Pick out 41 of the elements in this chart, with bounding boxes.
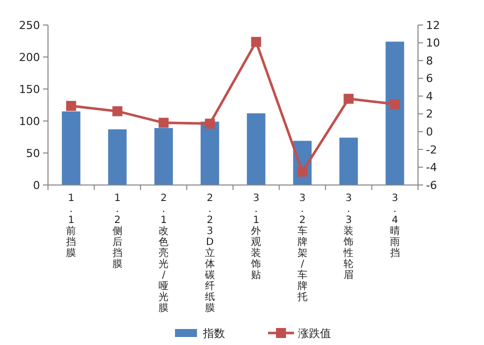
bar [246, 113, 266, 185]
category-label: 2.23D立体碳纤纸膜 [204, 193, 215, 314]
y2-tick-label: 2 [426, 108, 433, 121]
point [251, 36, 262, 47]
category-label: 3.2车牌架/车牌托 [297, 193, 308, 303]
point [66, 100, 76, 111]
point [344, 94, 354, 104]
y-tick-label: 0 [33, 178, 40, 192]
x-tick-label: 1.2侧后挡膜 [112, 193, 122, 270]
x-tick-label: 1.1前挡膜 [66, 193, 76, 259]
y2-tick-label: -4 [426, 161, 437, 174]
y-tick-label: 50 [26, 146, 40, 160]
bar [154, 128, 173, 185]
y2-tick-label: -2 [426, 143, 437, 156]
legend-label: 涨跌值 [298, 326, 331, 340]
y2-tick-label: 4 [426, 90, 433, 103]
legend-label: 指数 [202, 326, 225, 340]
bar [339, 138, 358, 185]
y2-tick-label: -6 [426, 178, 437, 192]
point [112, 106, 122, 116]
bar [108, 129, 127, 185]
y-tick-label: 250 [19, 18, 40, 32]
y-tick-label: 150 [19, 82, 40, 96]
category-label: 2.1改色亮光/哑光膜 [158, 193, 169, 314]
x-tick-label: 3.3装饰性轮眉 [342, 193, 354, 281]
y2-tick-label: 10 [426, 36, 440, 50]
bar [200, 122, 220, 185]
y-tick-label: 200 [19, 50, 40, 64]
y2-tick-label: 12 [426, 18, 440, 32]
y2-tick-label: 6 [426, 72, 433, 86]
point [158, 118, 169, 128]
point [390, 99, 400, 110]
x-tick-label: 3.4晴雨挡 [390, 193, 400, 259]
point [204, 118, 215, 129]
y2-tick-label: 0 [426, 126, 433, 139]
y-tick-label: 100 [19, 114, 40, 128]
y2-tick-label: 8 [426, 54, 433, 68]
bar [386, 42, 404, 185]
point [297, 166, 308, 177]
bar [62, 111, 80, 185]
x-tick-label: 3.1外观装饰贴 [250, 193, 262, 281]
